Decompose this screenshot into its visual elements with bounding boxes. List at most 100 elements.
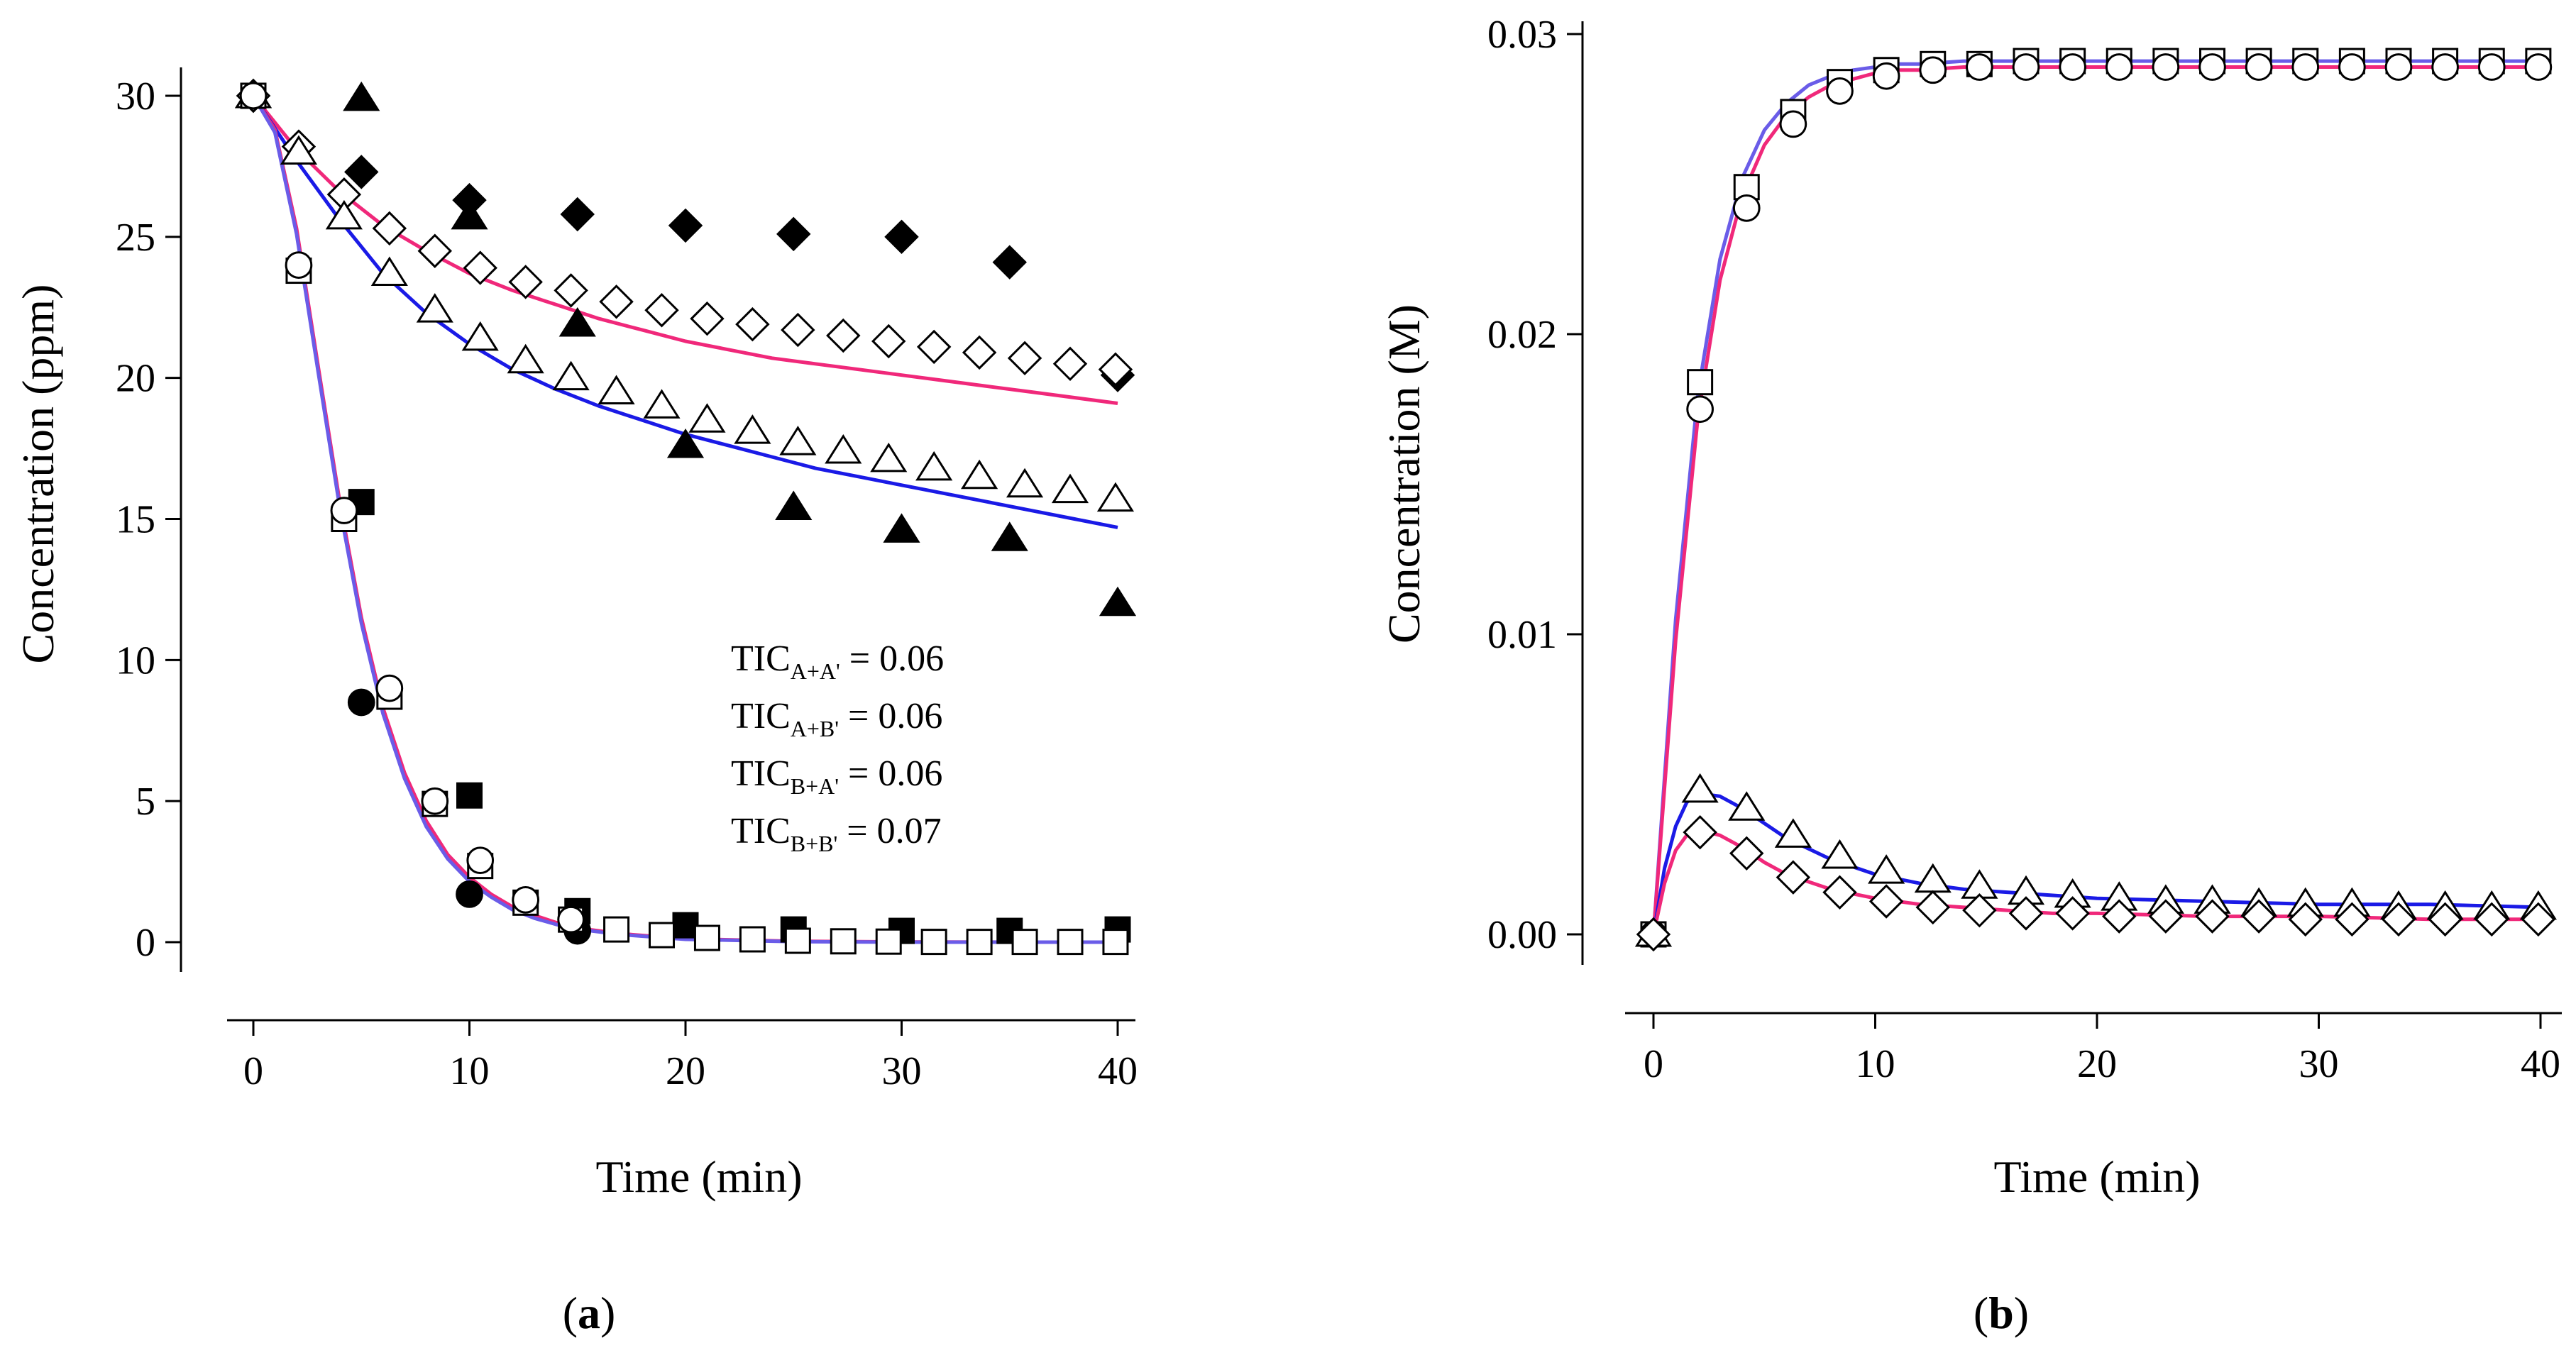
data-point-open-diamond [2335,902,2369,937]
data-point-open-diamond [554,273,588,308]
data-point-open-diamond [2102,899,2137,934]
data-point-open-square [875,928,902,955]
data-point-open-circle [466,846,495,875]
panel-a-label: (a) [563,1288,616,1338]
data-point-open-diamond [1776,860,1811,895]
data-point-open-diamond [508,265,543,299]
data-point-open-diamond [417,233,453,268]
data-point-filled-triangle [343,81,380,111]
panel-a-x-axis-label: Time (min) [596,1151,803,1202]
data-point-open-triangle [1774,818,1812,848]
data-point-open-square [739,926,766,953]
y-tick-label: 30 [116,74,155,118]
data-point-filled-triangle [451,199,488,230]
data-point-open-diamond [1868,884,1904,919]
data-point-open-diamond [781,312,815,348]
y-tick-label: 0.02 [1487,313,1557,357]
data-point-open-circle [239,82,268,110]
data-point-open-square [693,924,720,951]
data-point-open-triangle [779,426,817,455]
data-point-open-triangle [688,403,726,433]
data-point-open-triangle [1006,468,1044,498]
data-point-open-diamond [690,301,725,336]
chart-panel-a: Time (min) Concentration (ppm) (a) TICA+… [13,67,1138,1338]
x-tick-label: 10 [1856,1042,1895,1086]
data-point-open-circle [1686,395,1714,424]
data-point-filled-diamond [884,219,919,255]
data-point-filled-triangle [666,429,705,458]
data-point-open-diamond [826,318,861,353]
data-point-open-diamond [2055,896,2090,931]
data-point-open-circle [2198,53,2226,81]
data-point-open-triangle [416,293,453,323]
data-point-open-triangle [1096,482,1135,512]
data-point-open-diamond [2195,899,2230,934]
data-point-open-triangle [370,256,408,286]
data-point-open-square [1687,369,1714,396]
tic-annotation: TICA+B' = 0.06 [731,696,942,741]
data-point-filled-triangle [991,521,1028,551]
y-tick-label: 0.01 [1487,613,1557,657]
fit-line-pink-upper [1651,65,2541,935]
data-point-open-circle [2477,53,2506,81]
data-point-open-diamond [962,335,997,370]
data-point-filled-square [672,912,699,939]
data-point-filled-triangle [775,490,813,521]
y-tick-label: 0.00 [1487,913,1557,957]
data-point-open-diamond [2475,902,2509,937]
y-tick-label: 25 [116,216,155,260]
panel-b-y-axis-label: Concentration (M) [1379,304,1429,643]
data-point-open-diamond [1822,875,1857,910]
y-tick-label: 0 [136,921,155,965]
x-tick-label: 0 [1644,1042,1663,1086]
data-point-filled-triangle [883,513,920,543]
data-point-open-diamond [463,250,497,285]
data-point-open-diamond [735,306,770,342]
data-point-open-diamond [599,284,634,319]
data-point-open-square [784,927,811,954]
data-point-open-circle [1732,194,1761,222]
tic-annotation: TICA+A' = 0.06 [731,639,944,684]
data-point-open-triangle [280,135,318,165]
data-point-open-triangle [915,451,953,481]
data-point-open-diamond [1683,814,1717,850]
data-point-open-square [603,916,630,943]
data-point-open-triangle [825,433,862,464]
data-point-open-triangle [643,389,681,419]
data-point-open-circle [2245,53,2273,81]
data-point-open-triangle [1681,773,1719,803]
data-point-open-square [1102,929,1129,956]
data-point-open-diamond [2241,899,2277,934]
data-point-open-circle [512,886,540,914]
data-point-open-circle [2105,53,2133,81]
data-point-open-diamond [1729,836,1764,871]
data-point-open-triangle [1821,839,1859,869]
data-point-open-diamond [1962,892,1997,928]
data-point-open-diamond [2428,902,2462,937]
x-tick-label: 20 [2077,1042,2117,1086]
data-point-open-diamond [2148,899,2184,934]
y-tick-label: 20 [116,357,155,401]
data-point-open-square [1057,929,1084,956]
data-point-open-triangle [552,360,590,391]
data-point-open-diamond [2521,902,2556,937]
data-point-open-diamond [2288,902,2323,937]
data-point-open-triangle [961,459,998,490]
data-point-open-circle [375,674,404,702]
data-point-open-diamond [871,324,906,359]
y-tick-label: 5 [136,780,155,824]
data-point-open-diamond [1007,341,1042,376]
data-point-open-square [920,929,947,956]
data-point-open-circle [285,251,313,279]
data-point-open-triangle [461,321,499,351]
data-point-open-diamond [1052,346,1088,382]
data-point-open-circle [2291,53,2320,81]
data-point-open-triangle [507,343,544,374]
tic-annotation: TICB+B' = 0.07 [731,811,942,856]
data-point-filled-circle [456,880,483,908]
data-point-open-circle [1966,53,1993,81]
data-point-open-diamond [1915,890,1950,925]
x-tick-label: 20 [666,1049,705,1093]
data-point-open-triangle [734,414,771,444]
